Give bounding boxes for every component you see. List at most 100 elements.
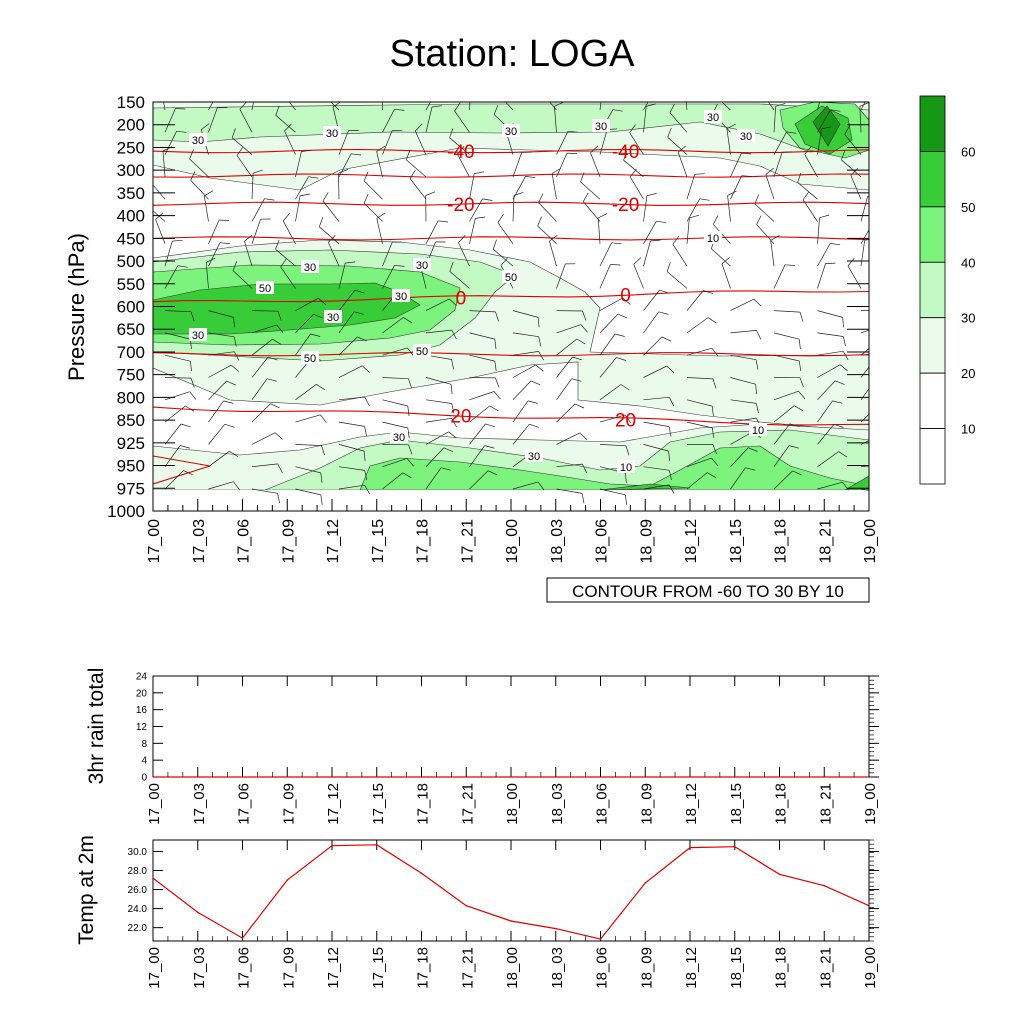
- pressure-tick-label: 500: [117, 252, 145, 271]
- time-tick-label: 18_15: [728, 519, 745, 564]
- wind-barb-flag: [175, 109, 185, 110]
- x-tick-label: 18_12: [683, 947, 700, 989]
- colorbar-box: [920, 262, 945, 317]
- pressure-tick-label: 700: [117, 343, 145, 362]
- humidity-contour-label: 30: [505, 126, 517, 138]
- time-tick-label: 18_18: [773, 519, 790, 564]
- x-tick-label: 18_18: [773, 947, 790, 989]
- y-tick-label: 8: [141, 739, 147, 750]
- wind-barb-flag: [887, 494, 889, 504]
- pressure-tick-label: 650: [117, 320, 145, 339]
- pressure-tick-label: 925: [117, 434, 145, 453]
- humidity-contour-label: 30: [192, 135, 204, 147]
- x-tick-label: 17_12: [325, 947, 342, 989]
- temperature-data-point: [331, 845, 333, 847]
- y-tick-label: 26.0: [128, 885, 148, 896]
- rain-axis-title: 3hr rain total: [85, 668, 108, 785]
- time-tick-label: 17_21: [459, 519, 476, 564]
- wind-barb-flag: [887, 464, 891, 473]
- x-tick-label: 17_12: [325, 783, 342, 825]
- x-tick-label: 17_00: [146, 947, 163, 989]
- wind-barb-flag: [603, 82, 613, 84]
- x-tick-label: 17_03: [191, 947, 208, 989]
- temperature-contour-label: 20: [615, 410, 636, 431]
- x-tick-label: 18_18: [773, 783, 790, 825]
- x-tick-label: 18_00: [504, 947, 521, 989]
- temperature-data-point: [376, 844, 378, 846]
- x-tick-label: 18_09: [638, 783, 655, 825]
- colorbar-box: [920, 318, 945, 373]
- x-tick-label: 18_15: [728, 947, 745, 989]
- x-tick-label: 18_03: [549, 783, 566, 825]
- time-tick-label: 18_03: [549, 519, 566, 564]
- x-tick-label: 18_09: [638, 947, 655, 989]
- temperature-data-point: [287, 879, 289, 881]
- y-tick-label: 20: [136, 688, 148, 699]
- wind-barb-flag: [684, 80, 693, 84]
- temperature-data-point: [645, 882, 647, 884]
- colorbar-box: [920, 96, 945, 151]
- pressure-tick-label: 600: [117, 298, 145, 317]
- x-tick-label: 17_06: [236, 947, 253, 989]
- pressure-tick-label: 450: [117, 229, 145, 248]
- wind-barb-flag: [540, 82, 545, 91]
- humidity-contour-label: 30: [393, 432, 405, 444]
- pressure-tick-label: 150: [117, 93, 145, 112]
- wind-barb-flag: [759, 80, 765, 88]
- pressure-tick-label: 400: [117, 207, 145, 226]
- temperature-contour-label: 20: [450, 406, 471, 427]
- wind-barb-flag: [826, 263, 836, 264]
- pressure-tick-label: 850: [117, 411, 145, 430]
- time-tick-label: 17_15: [370, 519, 387, 564]
- pressure-tick-label: 950: [117, 457, 145, 476]
- time-tick-label: 18_00: [504, 519, 521, 564]
- x-tick-label: 18_03: [549, 947, 566, 989]
- wind-barb-flag: [495, 82, 499, 91]
- temperature-contour-label: 0: [456, 288, 467, 309]
- temperature-contour-label: -40: [447, 142, 474, 163]
- wind-barb-flag: [439, 88, 449, 90]
- wind-barb-flag: [880, 404, 889, 408]
- wind-barb-flag: [321, 83, 325, 92]
- humidity-contour-label: 10: [752, 425, 764, 437]
- wind-barb-flag: [884, 433, 891, 440]
- y-tick-label: 24: [136, 672, 148, 683]
- wind-barb-flag: [711, 83, 715, 92]
- x-tick-label: 17_18: [415, 947, 432, 989]
- time-tick-label: 17_03: [191, 519, 208, 564]
- colorbar-label: 10: [961, 422, 975, 437]
- colorbar-label: 50: [961, 200, 975, 215]
- y-tick-label: 28.0: [128, 866, 148, 877]
- humidity-contour-label: 50: [416, 346, 428, 358]
- temperature-axis-title: Temp at 2m: [75, 835, 98, 945]
- time-tick-label: 18_06: [594, 519, 611, 564]
- colorbar-box: [920, 373, 945, 428]
- x-tick-label: 17_15: [370, 783, 387, 825]
- temperature-contour-label: -40: [612, 142, 639, 163]
- pressure-tick-label: 1000: [107, 502, 145, 521]
- rain-plot-frame: [153, 676, 869, 777]
- pressure-tick-label: 800: [117, 388, 145, 407]
- humidity-contour-label: 50: [259, 283, 271, 295]
- wind-barb-flag: [881, 339, 890, 344]
- x-tick-label: 17_09: [280, 783, 297, 825]
- humidity-contour-label: 30: [528, 451, 540, 463]
- colorbar-label: 60: [961, 144, 975, 159]
- temperature-data-point: [824, 885, 826, 887]
- pressure-tick-label: 975: [117, 479, 145, 498]
- pressure-tick-label: 350: [117, 184, 145, 203]
- temperature-data-point: [689, 847, 691, 849]
- x-tick-label: 17_18: [415, 783, 432, 825]
- chart-title: Station: LOGA: [389, 33, 635, 75]
- humidity-contour-label: 30: [326, 128, 338, 140]
- wind-barb-flag: [567, 153, 577, 154]
- wind-barb-flag: [656, 87, 666, 89]
- humidity-contour-label: 50: [304, 353, 316, 365]
- temperature-plot-frame: [153, 840, 869, 941]
- wind-barb-staff: [339, 173, 340, 199]
- colorbar-label: 40: [961, 255, 975, 270]
